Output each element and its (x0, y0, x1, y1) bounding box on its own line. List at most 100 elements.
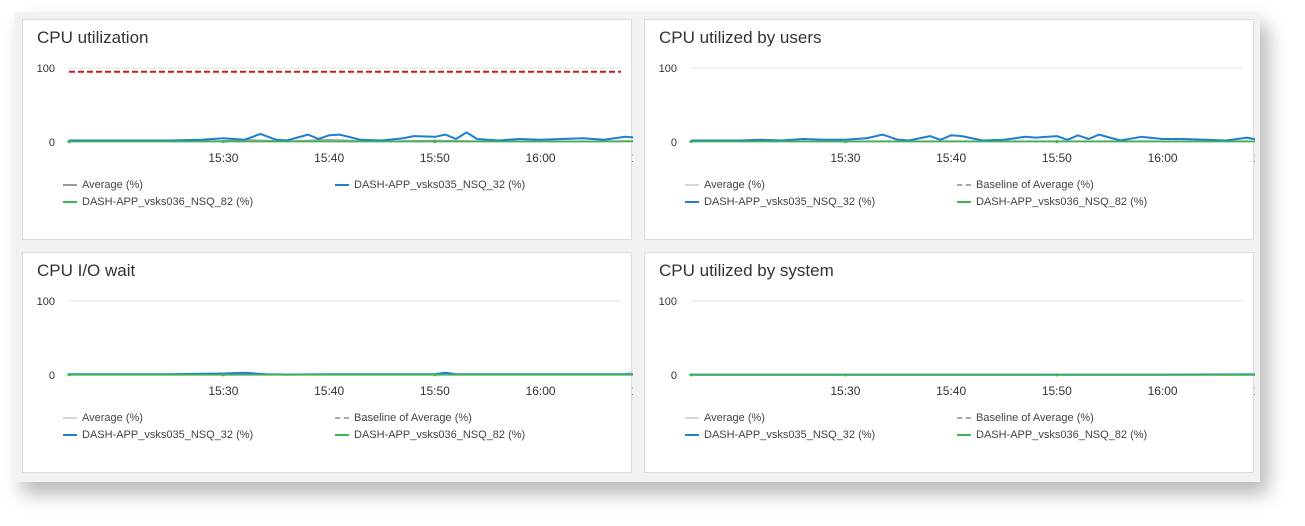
legend-label: DASH-APP_vsks035_NSQ_32 (%) (704, 429, 876, 441)
legend-label: DASH-APP_vsks035_NSQ_32 (%) (704, 196, 876, 208)
legend-swatch (335, 434, 349, 436)
legend-swatch (335, 417, 349, 419)
legend-swatch (685, 184, 699, 186)
series-line (68, 369, 633, 376)
x-tick-label: 16:00 (526, 384, 556, 398)
legend-label: DASH-APP_vsks035_NSQ_32 (%) (354, 179, 526, 191)
x-tick-label: 15:50 (1042, 384, 1072, 398)
data-point (67, 140, 71, 144)
data-point (67, 373, 71, 377)
y-tick-label: 100 (37, 296, 55, 308)
y-tick-label: 0 (671, 137, 677, 149)
x-tick-label: 16:00 (1148, 151, 1178, 165)
series-line (69, 371, 633, 376)
x-tick-label: 15:50 (1042, 151, 1072, 165)
legend-label: Average (%) (704, 179, 765, 191)
legend-label: Baseline of Average (%) (976, 412, 1094, 424)
legend-item[interactable]: Average (%) (685, 179, 765, 191)
legend-swatch (63, 434, 77, 436)
legend-label: Average (%) (82, 179, 143, 191)
legend-item[interactable]: Baseline of Average (%) (957, 179, 1094, 191)
legend-label: DASH-APP_vsks036_NSQ_82 (%) (976, 196, 1148, 208)
data-point (433, 140, 437, 144)
data-point (689, 140, 693, 144)
legend-item[interactable]: Baseline of Average (%) (335, 412, 472, 424)
legend-swatch (685, 434, 699, 436)
legend-swatch (335, 184, 349, 186)
legend-label: DASH-APP_vsks036_NSQ_82 (%) (82, 196, 254, 208)
panel-title: CPU I/O wait (37, 261, 136, 280)
y-tick-label: 100 (659, 63, 677, 75)
data-point (843, 373, 847, 377)
legend-label: Baseline of Average (%) (976, 179, 1094, 191)
data-point (843, 140, 847, 144)
legend-item[interactable]: DASH-APP_vsks036_NSQ_82 (%) (957, 196, 1147, 208)
x-tick-label: 16:10 (631, 384, 633, 398)
data-point (221, 140, 225, 144)
legend-item[interactable]: DASH-APP_vsks035_NSQ_32 (%) (685, 196, 875, 208)
panel-title: CPU utilization (37, 28, 149, 47)
x-tick-label: 15:30 (830, 151, 860, 165)
cpu-utilized-by-system-panel: CPU utilized by system 0 100 15:30 15:40 15:… (644, 252, 1255, 474)
series-line (69, 131, 633, 142)
legend-item[interactable]: Average (%) (63, 179, 143, 191)
legend-item[interactable]: DASH-APP_vsks036_NSQ_82 (%) (335, 429, 525, 441)
x-tick-label: 15:30 (830, 384, 860, 398)
cpu-utilized-by-users-panel: CPU utilized by users 0 100 15:30 15:40 15:5… (644, 19, 1255, 241)
legend-item[interactable]: Average (%) (63, 412, 143, 424)
x-tick-label: 16:10 (631, 151, 633, 165)
legend-swatch (685, 417, 699, 419)
x-tick-label: 15:50 (420, 384, 450, 398)
x-tick-label: 15:40 (314, 384, 344, 398)
x-tick-label: 16:00 (526, 151, 556, 165)
x-tick-label: 15:40 (314, 151, 344, 165)
data-point (433, 373, 437, 377)
x-tick-label: 16:10 (1253, 384, 1255, 398)
panel-title: CPU utilized by users (659, 28, 822, 47)
y-tick-label: 0 (671, 370, 677, 382)
legend-label: Average (%) (82, 412, 143, 424)
legend-swatch (957, 184, 971, 186)
legend-label: Baseline of Average (%) (354, 412, 472, 424)
legend-swatch (957, 434, 971, 436)
legend-label: Average (%) (704, 412, 765, 424)
y-tick-label: 0 (49, 137, 55, 149)
x-tick-label: 15:40 (936, 151, 966, 165)
cpu-utilization-panel: CPU utilization 0 100 15:30 15:40 15:50 16:00… (22, 19, 633, 241)
legend-item[interactable]: DASH-APP_vsks035_NSQ_32 (%) (685, 429, 875, 441)
x-tick-label: 15:30 (208, 384, 238, 398)
legend-item[interactable]: DASH-APP_vsks036_NSQ_82 (%) (63, 196, 253, 208)
y-tick-label: 100 (659, 296, 677, 308)
legend-swatch (63, 417, 77, 419)
y-tick-label: 100 (37, 63, 55, 75)
legend-swatch (957, 417, 971, 419)
cpu-io-wait-panel: CPU I/O wait 0 100 15:30 15:40 15:50 16:00 16:… (22, 252, 633, 474)
x-tick-label: 16:00 (1148, 384, 1178, 398)
data-point (1055, 140, 1059, 144)
legend-swatch (685, 201, 699, 203)
data-point (1055, 373, 1059, 377)
legend-item[interactable]: DASH-APP_vsks035_NSQ_32 (%) (63, 429, 253, 441)
legend-item[interactable]: Average (%) (685, 412, 765, 424)
legend-label: DASH-APP_vsks036_NSQ_82 (%) (976, 429, 1148, 441)
legend-item[interactable]: Baseline of Average (%) (957, 412, 1094, 424)
x-tick-label: 15:50 (420, 151, 450, 165)
legend-swatch (63, 201, 77, 203)
data-point (689, 373, 693, 377)
legend-item[interactable]: DASH-APP_vsks035_NSQ_32 (%) (335, 179, 525, 191)
legend-label: DASH-APP_vsks036_NSQ_82 (%) (354, 429, 526, 441)
legend-item[interactable]: DASH-APP_vsks036_NSQ_82 (%) (957, 429, 1147, 441)
legend-swatch (63, 184, 77, 186)
series-line (691, 133, 1255, 142)
data-point (221, 373, 225, 377)
x-tick-label: 16:10 (1253, 151, 1255, 165)
legend-label: DASH-APP_vsks035_NSQ_32 (%) (82, 429, 254, 441)
x-tick-label: 15:30 (208, 151, 238, 165)
y-tick-label: 0 (49, 370, 55, 382)
panel-title: CPU utilized by system (659, 261, 834, 280)
x-tick-label: 15:40 (936, 384, 966, 398)
